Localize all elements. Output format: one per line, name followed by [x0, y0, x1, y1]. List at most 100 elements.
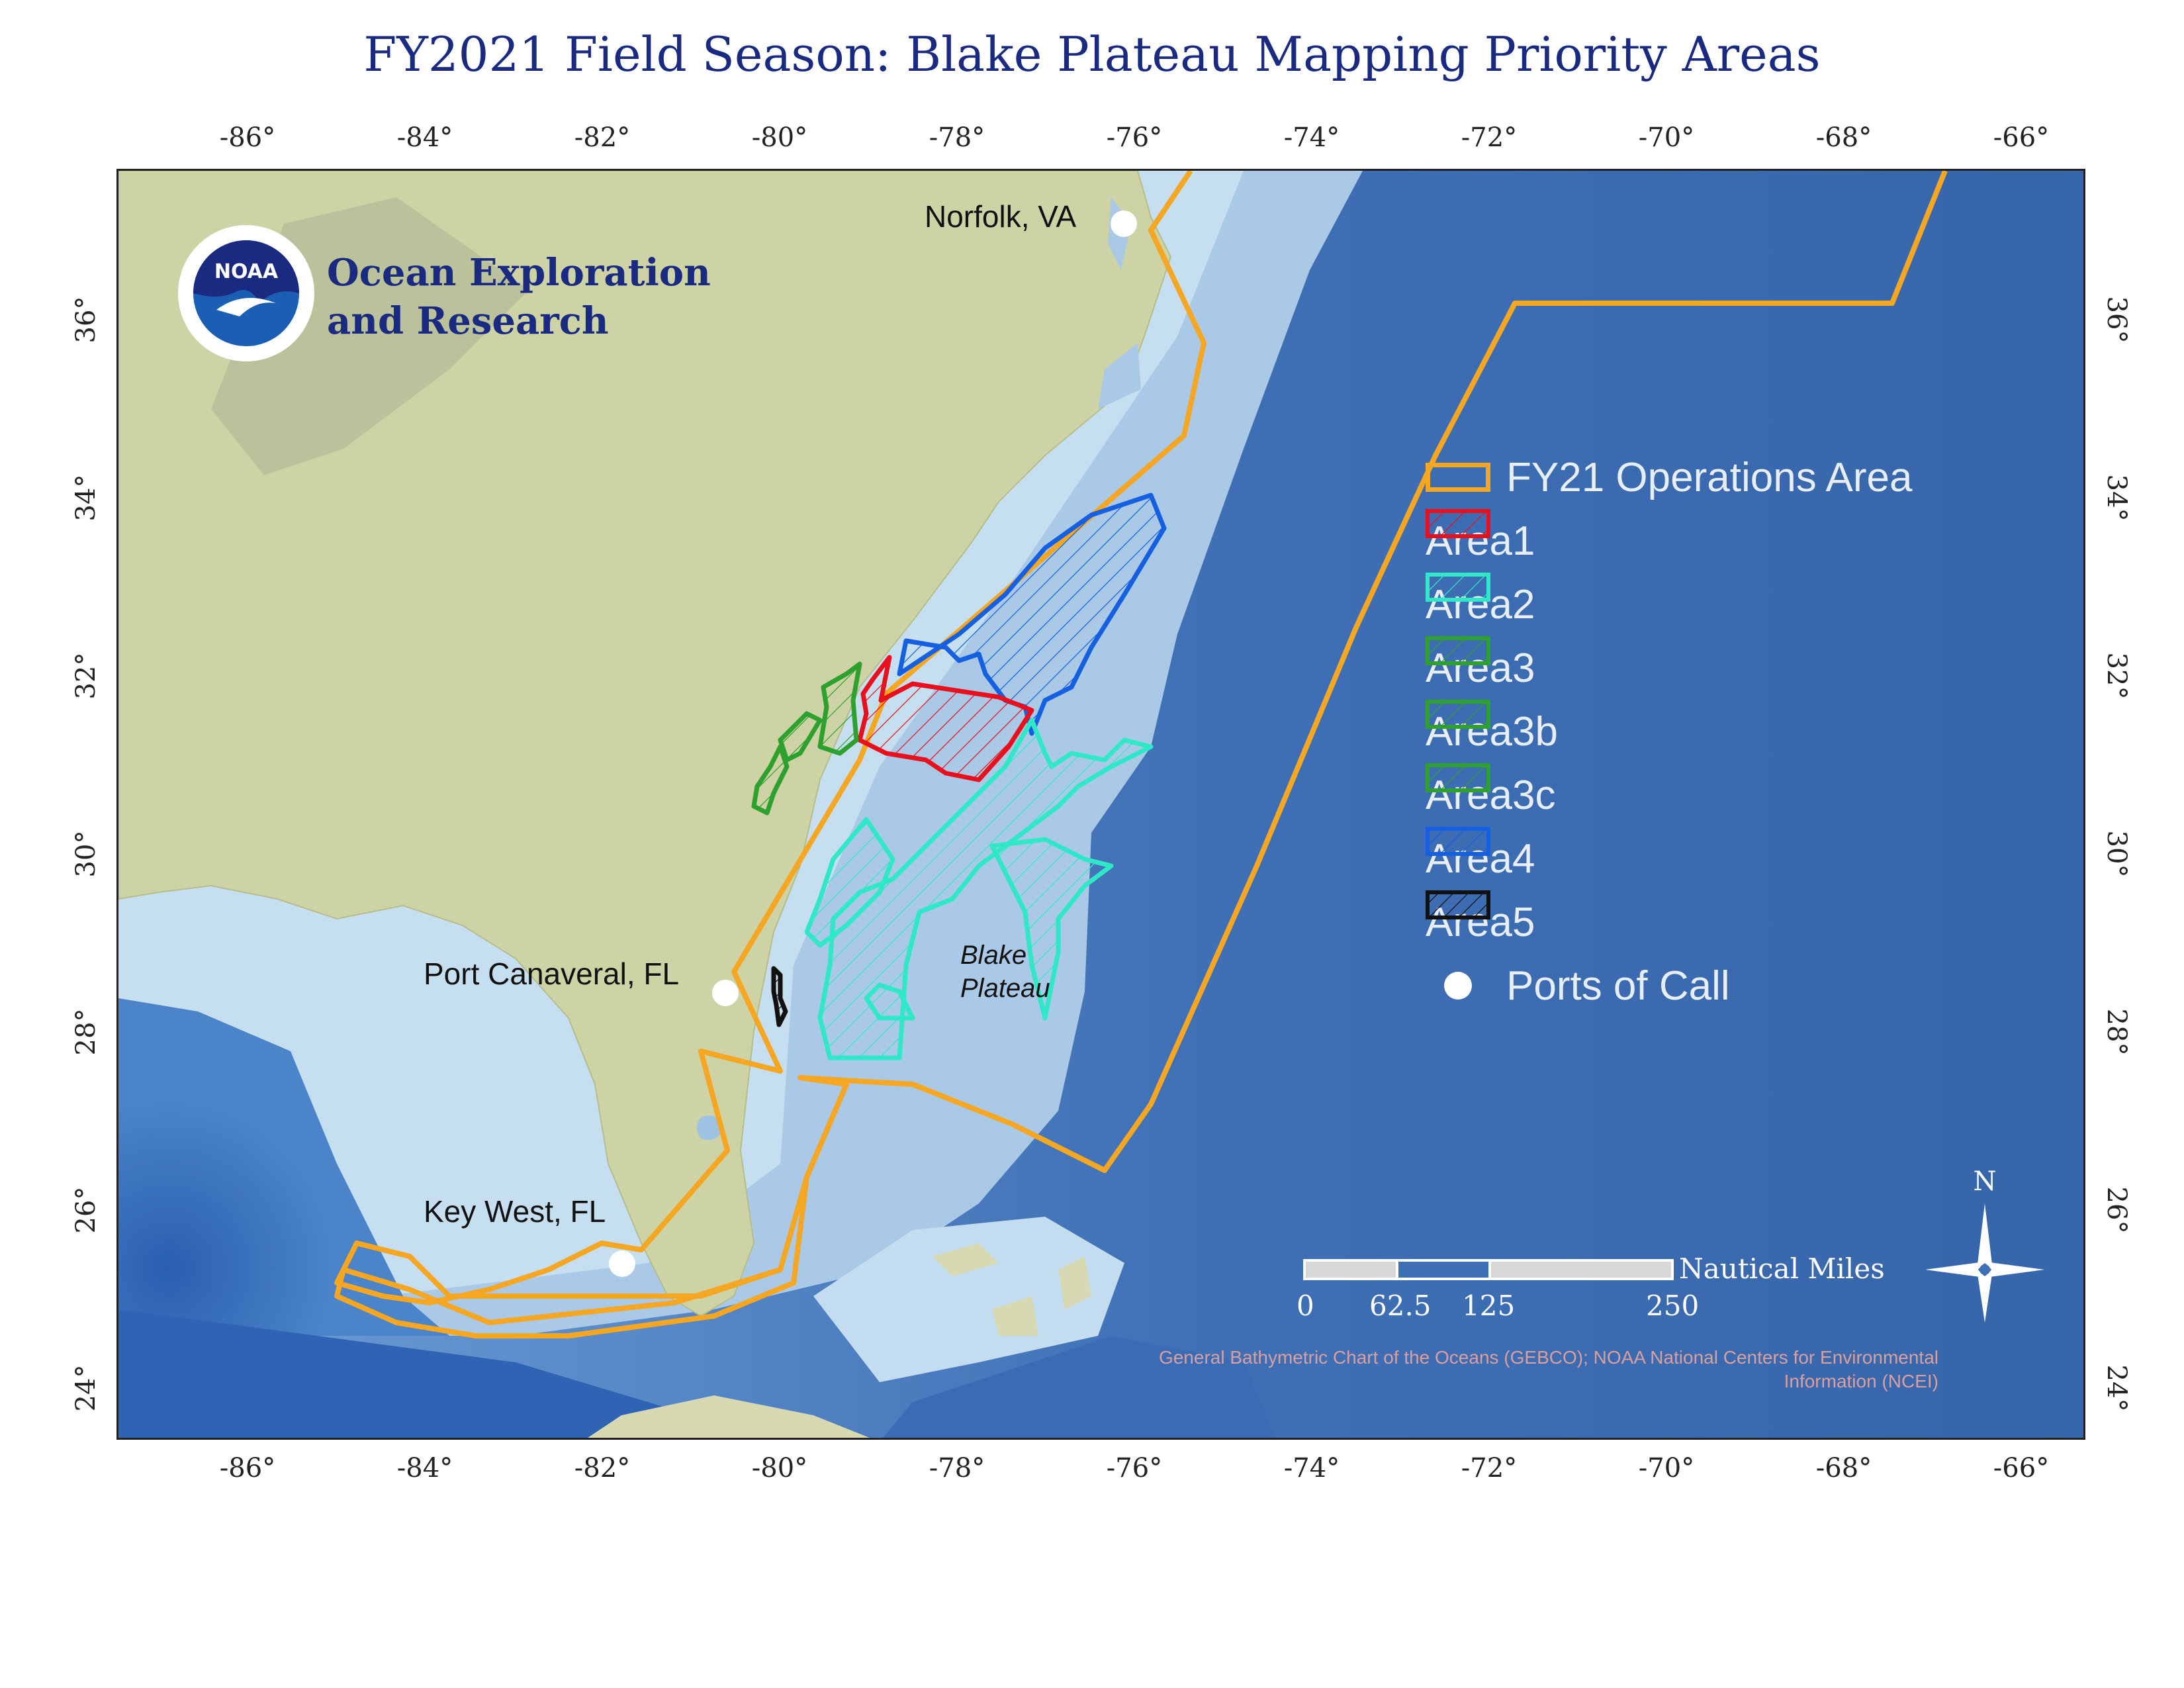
area1-polygon [857, 655, 1034, 782]
lat-tick-right: 24° [2101, 1364, 2132, 1412]
lon-tick-top: -76° [1106, 122, 1163, 153]
noaa-logo: NOAA [177, 224, 316, 363]
lon-tick-top: -82° [574, 122, 631, 153]
noaa-logo-text: NOAA [214, 260, 279, 283]
compass-icon: N [1925, 1166, 2044, 1323]
port-marker-norfolk [1111, 211, 1137, 237]
noaa-logo-icon: NOAA [178, 225, 314, 361]
area4-polygon [897, 492, 1167, 736]
scale-bar-tick: 250 [1646, 1289, 1700, 1322]
lon-tick-bottom: -82° [574, 1453, 631, 1483]
legend-item-ports: Ports of Call [1426, 954, 1912, 1017]
lat-tick-right: 32° [2101, 652, 2132, 700]
scale-bar-tick: 0 [1297, 1289, 1314, 1322]
gulf-lower [118, 1309, 767, 1438]
pamlico-sound [1098, 343, 1141, 409]
cuba [588, 1395, 870, 1438]
scale-bar-graphic [1303, 1259, 1674, 1280]
scale-bar-tick: 62.5 [1369, 1289, 1432, 1322]
lon-tick-bottom: -72° [1461, 1453, 1518, 1483]
bahamas-banks [813, 1217, 1124, 1382]
legend-swatch-area4 [1426, 827, 1490, 856]
lon-tick-bottom: -76° [1106, 1453, 1163, 1483]
legend-swatch-area2 [1426, 573, 1490, 602]
legend-item-area3b: Area3b [1426, 700, 1912, 763]
legend-item-area2: Area2 [1426, 573, 1912, 636]
lat-tick-left: 28° [71, 1008, 101, 1056]
lat-tick-right: 36° [2101, 296, 2132, 344]
scale-bar-unit: Nautical Miles [1679, 1252, 1885, 1285]
lon-tick-top: -84° [396, 122, 453, 153]
legend-item-area3: Area3 [1426, 636, 1912, 700]
legend-swatch-area3c [1426, 763, 1490, 792]
lat-tick-left: 30° [71, 830, 101, 878]
legend-item-area4: Area4 [1426, 827, 1912, 890]
caribbean-deep [883, 1336, 1275, 1438]
scale-bar-tick: 125 [1462, 1289, 1516, 1322]
credit-line2: Information (NCEI) [1784, 1371, 1938, 1392]
port-label-norfolk: Norfolk, VA [925, 199, 1077, 234]
lon-tick-top: -68° [1815, 122, 1872, 153]
lon-tick-top: -66° [1993, 122, 2050, 153]
lon-tick-bottom: -78° [929, 1453, 985, 1483]
lat-tick-right: 26° [2101, 1186, 2132, 1234]
organization-name-line2: and Research [327, 299, 609, 343]
legend-swatch-area3b [1426, 700, 1490, 729]
bahamas-islands [933, 1243, 1091, 1336]
lon-tick-bottom: -68° [1815, 1453, 1872, 1483]
area5-polygon [771, 966, 788, 1027]
port-label-key-west: Key West, FL [424, 1194, 606, 1229]
area2-polygon [817, 718, 1154, 1060]
data-source-credit: General Bathymetric Chart of the Oceans … [1045, 1346, 1938, 1394]
lat-tick-left: 34° [71, 474, 101, 522]
lat-tick-right: 28° [2101, 1008, 2132, 1056]
legend-label-fy21: FY21 Operations Area [1506, 454, 1913, 500]
legend-item-area1: Area1 [1426, 509, 1912, 573]
credit-line1: General Bathymetric Chart of the Oceans … [1158, 1347, 1938, 1368]
organization-name-line1: Ocean Exploration [327, 251, 711, 295]
legend-swatch-fy21 [1426, 463, 1490, 492]
legend-swatch-area5 [1426, 890, 1490, 919]
lon-tick-top: -80° [751, 122, 808, 153]
lat-tick-left: 36° [71, 296, 101, 344]
organization-name: Ocean Exploration and Research [327, 249, 711, 346]
lat-tick-right: 34° [2101, 474, 2132, 522]
lon-tick-top: -78° [929, 122, 985, 153]
area3-polygon [817, 661, 862, 756]
lat-tick-left: 26° [71, 1186, 101, 1234]
lat-tick-right: 30° [2101, 830, 2132, 878]
lon-tick-bottom: -86° [219, 1453, 276, 1483]
lon-tick-top: -74° [1283, 122, 1340, 153]
lon-tick-bottom: -74° [1283, 1453, 1340, 1483]
port-marker-port-canaveral [712, 980, 739, 1006]
legend-swatch-ports [1444, 972, 1472, 1000]
area2-east-lobe [989, 837, 1114, 1021]
north-label: N [1974, 1166, 1997, 1197]
map-frame[interactable]: Norfolk, VA Port Canaveral, FL Key West,… [116, 169, 2085, 1440]
fy21-operations-area-south [334, 1083, 849, 1338]
us-mainland [118, 171, 1172, 1317]
place-label-blake-plateau: Blake Plateau [960, 939, 1050, 1005]
place-label-plateau: Plateau [960, 974, 1050, 1003]
lat-tick-left: 24° [71, 1364, 101, 1412]
map-title: FY2021 Field Season: Blake Plateau Mappi… [363, 26, 1821, 82]
place-label-blake: Blake [960, 941, 1027, 970]
legend-item-fy21: FY21 Operations Area [1426, 445, 1912, 509]
area3c-polygon [751, 744, 790, 816]
legend-swatch-area3 [1426, 636, 1490, 665]
lon-tick-top: -72° [1461, 122, 1518, 153]
lon-tick-bottom: -66° [1993, 1453, 2050, 1483]
legend-label-ports: Ports of Call [1506, 962, 1730, 1009]
gulf-of-mexico [118, 998, 449, 1336]
legend-item-area3c: Area3c [1426, 763, 1912, 827]
fy21-operations-area [334, 171, 1948, 1305]
lon-tick-bottom: -84° [396, 1453, 453, 1483]
lon-tick-top: -70° [1638, 122, 1695, 153]
legend-swatch-area1 [1426, 509, 1490, 538]
port-marker-key-west [609, 1250, 635, 1277]
legend-item-area5: Area5 [1426, 890, 1912, 954]
lon-tick-bottom: -80° [751, 1453, 808, 1483]
lon-tick-bottom: -70° [1638, 1453, 1695, 1483]
legend: FY21 Operations Area Area1 Area2 Area3 A… [1426, 445, 1912, 1017]
lon-tick-top: -86° [219, 122, 276, 153]
